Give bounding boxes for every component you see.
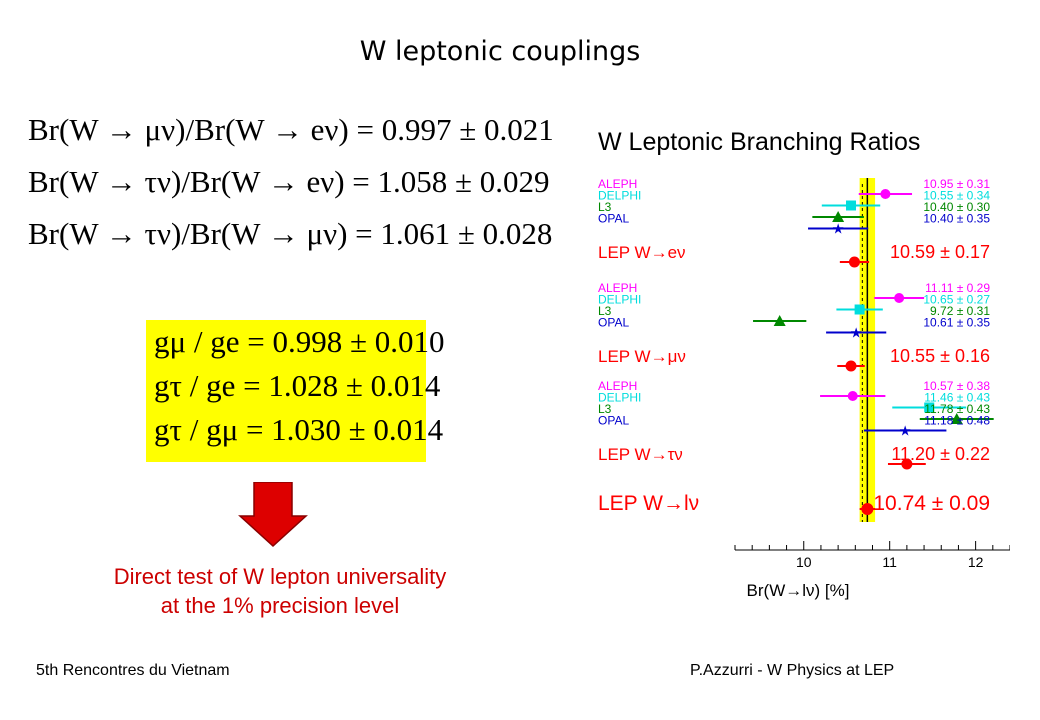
value-label: 11.46 ± 0.43	[924, 391, 990, 405]
data-point: ★	[832, 221, 845, 237]
experiment-label: ALEPH	[598, 281, 637, 295]
conclusion-line-2: at the 1% precision level	[160, 593, 400, 618]
down-arrow-icon	[238, 482, 308, 548]
branching-ratio-list: Br(W → μν)/Br(W → eν) = 0.997 ± 0.021 Br…	[28, 112, 558, 268]
experiment-label: L3	[598, 402, 612, 416]
ratio-tau-over-e: Br(W → τν)/Br(W → eν) = 1.058 ± 0.029	[28, 164, 550, 199]
data-point	[950, 413, 963, 424]
data-point: ★	[850, 325, 863, 341]
combined-point	[845, 360, 857, 372]
combined-label: LEP W→μν	[598, 347, 686, 366]
data-point	[846, 200, 857, 211]
experiment-label: L3	[598, 200, 612, 214]
x-tick-label: 11	[882, 554, 897, 570]
chart-title: W Leptonic Branching Ratios	[598, 128, 920, 156]
value-label: 10.65 ± 0.27	[923, 293, 990, 307]
coupling-ratios-box: gμ / ge = 0.998 ± 0.010 gτ / ge = 1.028 …	[146, 320, 445, 462]
branching-ratio-chart: W Leptonic Branching Ratios ALEPH 10.95 ±…	[598, 128, 1010, 600]
x-tick-label: 10	[796, 554, 812, 570]
overall-value-label: 10.74 ± 0.09	[873, 492, 990, 515]
experiment-label: ALEPH	[598, 177, 637, 191]
data-point	[854, 304, 865, 315]
coupling-tau-over-mu: gτ / gμ = 1.030 ± 0.014	[154, 412, 444, 447]
data-point	[847, 391, 858, 401]
data-point	[924, 402, 935, 413]
footer-conference: 5th Rencontres du Vietnam	[36, 662, 230, 679]
combined-label: LEP W→eν	[598, 243, 686, 262]
combined-label: LEP W→τν	[598, 445, 683, 464]
value-label: 10.55 ± 0.34	[923, 189, 990, 203]
conclusion-line-1: Direct test of W lepton universality	[113, 564, 447, 589]
overall-point	[861, 503, 874, 515]
value-label: 11.11 ± 0.29	[925, 281, 990, 295]
experiment-label: ALEPH	[598, 379, 637, 393]
data-point	[773, 315, 786, 326]
data-point	[832, 211, 845, 222]
value-label: 10.40 ± 0.30	[923, 200, 990, 214]
data-point	[894, 293, 905, 303]
experiment-label: OPAL	[598, 414, 629, 428]
value-label: 10.57 ± 0.38	[923, 379, 990, 393]
footer-author: P.Azzurri - W Physics at LEP	[690, 662, 895, 679]
experiment-label: DELPHI	[598, 293, 641, 307]
x-axis-label: Br(W→lν) [%]	[747, 581, 850, 600]
experiment-label: L3	[598, 304, 612, 318]
value-label: 10.61 ± 0.35	[923, 316, 990, 330]
value-label: 9.72 ± 0.31	[930, 304, 990, 318]
combined-value-label: 11.20 ± 0.22	[891, 444, 990, 464]
coupling-mu-over-e: gμ / ge = 0.998 ± 0.010	[154, 324, 445, 359]
combined-value-label: 10.55 ± 0.16	[890, 346, 990, 366]
experiment-label: OPAL	[598, 316, 629, 330]
experiment-label: DELPHI	[598, 391, 641, 405]
value-label: 10.40 ± 0.35	[923, 212, 990, 226]
value-label: 10.95 ± 0.31	[923, 177, 990, 191]
value-label: 11.78 ± 0.43	[924, 402, 990, 416]
data-point	[880, 189, 891, 199]
combined-point	[848, 256, 860, 268]
combined-point	[901, 458, 913, 470]
ratio-mu-over-e: Br(W → μν)/Br(W → eν) = 0.997 ± 0.021	[28, 112, 554, 147]
data-point: ★	[899, 423, 912, 439]
ratio-tau-over-mu: Br(W → τν)/Br(W → μν) = 1.061 ± 0.028	[28, 216, 553, 251]
conclusion-text: Direct test of W lepton universality at …	[40, 562, 520, 620]
experiment-label: OPAL	[598, 212, 629, 226]
combined-value-label: 10.59 ± 0.17	[890, 242, 990, 262]
slide-title: W leptonic couplings	[359, 36, 641, 67]
overall-label: LEP W→lν	[598, 492, 699, 515]
experiment-label: DELPHI	[598, 189, 641, 203]
x-tick-label: 12	[968, 554, 984, 570]
coupling-tau-over-e: gτ / ge = 1.028 ± 0.014	[154, 368, 441, 403]
value-label: 11.18 ± 0.48	[924, 414, 990, 428]
